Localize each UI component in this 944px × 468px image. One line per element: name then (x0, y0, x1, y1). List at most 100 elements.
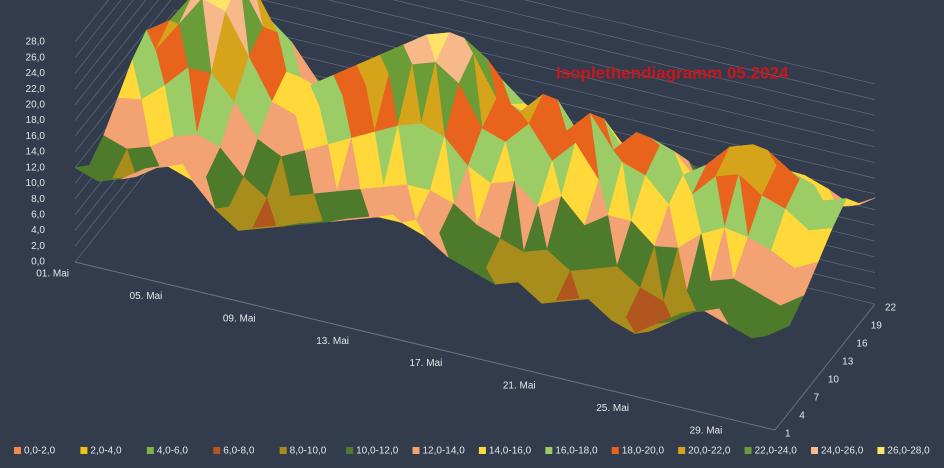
legend-label: 18,0-20,0 (622, 446, 665, 457)
surface-facet (517, 279, 543, 304)
surface-facet (681, 310, 706, 314)
grid-line (74, 0, 876, 116)
grid-line (74, 0, 876, 148)
depth-tick-label: 10 (828, 375, 840, 386)
surface-facet (307, 221, 333, 224)
surface-facet (401, 220, 426, 237)
depth-axis (774, 303, 876, 431)
z-tick-label: 28,0 (26, 37, 46, 48)
legend-label: 16,0-18,0 (555, 446, 598, 457)
surface-facet (541, 300, 566, 304)
legend-swatch (213, 447, 221, 454)
z-tick-label: 10,0 (26, 178, 46, 189)
grid-line (74, 0, 876, 85)
z-tick-label: 20,0 (26, 99, 46, 110)
legend-swatch (744, 447, 752, 454)
legend-label: 4,0-6,0 (157, 446, 189, 457)
surface-facet (704, 308, 729, 325)
x-tick-label: 13. Mai (316, 336, 349, 347)
legend-swatch (346, 447, 354, 454)
surface-facet (494, 281, 519, 285)
z-tick-label: 24,0 (26, 68, 46, 79)
surface-facet (214, 206, 239, 231)
legend-label: 20,0-22,0 (688, 446, 731, 457)
surface-facet (98, 178, 122, 182)
surface-facet (611, 317, 636, 334)
z-tick-label: 16,0 (26, 131, 46, 142)
surface-facet (751, 327, 776, 339)
surface-facet (447, 254, 473, 272)
z-tick-label: 22,0 (26, 84, 46, 95)
depth-tick-label: 19 (871, 321, 883, 332)
surface-facet (727, 321, 753, 339)
surface-facet (144, 166, 169, 170)
x-tick-label: 21. Mai (503, 381, 536, 392)
surface-facet (284, 223, 309, 227)
surface-facet (564, 298, 589, 302)
z-tick-label: 4,0 (31, 225, 45, 236)
legend-label: 14,0-16,0 (489, 446, 532, 457)
legend-swatch (80, 447, 88, 454)
z-tick-label: 6,0 (31, 209, 45, 220)
depth-tick-label: 16 (856, 339, 868, 350)
legend-swatch (877, 447, 885, 454)
legend-swatch (14, 447, 21, 454)
z-tick-label: 14,0 (26, 147, 46, 158)
depth-tick-label: 13 (842, 357, 854, 368)
grid-line (74, 0, 876, 163)
legend-swatch (611, 447, 619, 454)
surface-facet (238, 227, 263, 231)
x-tick-label: 05. Mai (130, 291, 163, 302)
legend-label: 22,0-24,0 (755, 446, 798, 457)
chart-title: Isoplethendiagramm 05.2024 (556, 63, 789, 82)
legend-swatch (146, 447, 154, 454)
surface-facet (354, 216, 379, 220)
legend-label: 26,0-28,0 (887, 446, 930, 457)
z-tick-label: 2,0 (31, 241, 45, 252)
legend-swatch (412, 447, 420, 454)
surface-facet (471, 268, 496, 285)
legend-label: 12,0-14,0 (423, 446, 466, 457)
legend-swatch (678, 447, 686, 454)
z-tick-label: 0,0 (31, 257, 45, 268)
surface-facet (168, 164, 192, 181)
legend-label: 8,0-10,0 (290, 446, 327, 457)
legend-label: 2,0-4,0 (90, 446, 122, 457)
depth-tick-label: 1 (785, 429, 791, 440)
grid-line (74, 9, 876, 179)
x-tick-label: 09. Mai (223, 313, 256, 324)
surface-facet (377, 214, 403, 223)
surface-facet (121, 168, 146, 180)
legend-label: 24,0-26,0 (821, 446, 864, 457)
z-tick-label: 8,0 (31, 194, 45, 205)
legend-label: 0,0-2,0 (24, 446, 56, 457)
surface-facet (424, 233, 449, 258)
surface-facet (74, 165, 99, 182)
legend-swatch (478, 447, 486, 454)
z-tick-label: 12,0 (26, 162, 46, 173)
surface-facet (331, 218, 356, 222)
x-axis (74, 261, 776, 431)
surface-facet (587, 296, 613, 321)
surface-facet (191, 177, 216, 210)
surface-facet (634, 323, 659, 334)
legend-swatch (811, 447, 819, 454)
x-tick-label: 17. Mai (410, 358, 443, 369)
legend-swatch (279, 447, 287, 454)
grid-line (74, 0, 876, 101)
legend-label: 10,0-12,0 (356, 446, 399, 457)
x-tick-label: 29. Mai (690, 425, 723, 436)
depth-tick-label: 4 (799, 411, 805, 422)
legend-label: 6,0-8,0 (223, 446, 255, 457)
grid-line (74, 0, 876, 132)
z-tick-label: 18,0 (26, 115, 46, 126)
x-tick-label: 01. Mai (36, 269, 69, 280)
depth-tick-label: 22 (885, 303, 897, 314)
surface-facet (657, 312, 683, 324)
legend-swatch (545, 447, 553, 454)
depth-tick-label: 7 (814, 393, 820, 404)
surface-facet (261, 225, 286, 229)
x-tick-label: 25. Mai (596, 403, 629, 414)
z-tick-label: 26,0 (26, 52, 46, 63)
